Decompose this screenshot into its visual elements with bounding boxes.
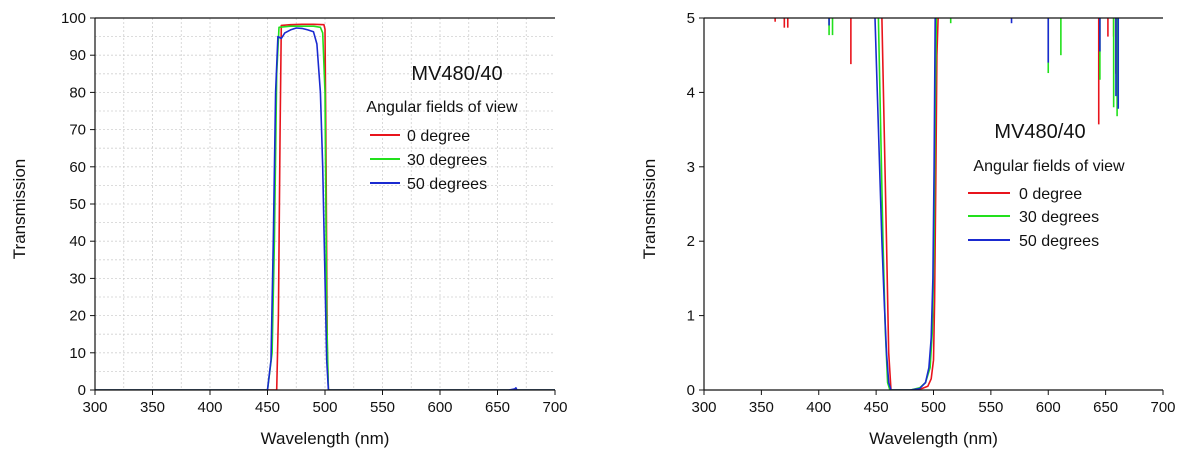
x-axis-title: Wavelength (nm) [261, 429, 390, 448]
x-axis-title: Wavelength (nm) [869, 429, 998, 448]
y-tick-label: 10 [69, 345, 86, 362]
annotation-subtitle: Angular fields of view [366, 99, 518, 116]
series-line-50-degrees [874, 18, 936, 390]
x-tick-label: 500 [921, 399, 946, 416]
x-tick-label: 700 [1150, 399, 1175, 416]
legend-label: 30 degrees [1019, 209, 1099, 226]
x-tick-label: 350 [749, 399, 774, 416]
x-tick-label: 600 [427, 399, 452, 416]
y-tick-label: 0 [687, 382, 695, 399]
y-tick-label: 2 [687, 233, 695, 250]
legend-label: 0 degree [1019, 186, 1082, 203]
x-tick-label: 550 [978, 399, 1003, 416]
legend: 0 degree 30 degrees 50 degrees [968, 186, 1099, 250]
legend-label: 50 degrees [1019, 233, 1099, 250]
series-line-30-degrees [877, 18, 938, 390]
legend: 0 degree 30 degrees 50 degrees [370, 128, 487, 193]
y-tick-label: 50 [69, 196, 86, 213]
series-line-0-degree [881, 18, 939, 390]
x-tick-label: 300 [82, 399, 107, 416]
x-tick-label: 650 [1093, 399, 1118, 416]
series-group [774, 18, 1120, 390]
legend-label: 30 degrees [407, 152, 487, 169]
y-tick-label: 4 [687, 84, 695, 101]
x-tick-label: 450 [864, 399, 889, 416]
legend-label: 50 degrees [407, 176, 487, 193]
chart-left: 300 350 400 450 500 550 600 650 700 0 10 20 30 40 50 60… [10, 10, 568, 448]
axes: 300 350 400 450 500 550 600 650 700 0 1 2 3 4 5 [687, 10, 1176, 416]
annotation-title: MV480/40 [411, 63, 502, 85]
x-tick-label: 500 [312, 399, 337, 416]
y-tick-label: 100 [61, 10, 86, 27]
axes: 300 350 400 450 500 550 600 650 700 0 10 20 30 40 50 60… [61, 10, 568, 416]
y-axis-title: Transmission [10, 159, 29, 259]
annotation-subtitle: Angular fields of view [973, 158, 1125, 175]
legend-label: 0 degree [407, 128, 470, 145]
y-tick-label: 20 [69, 308, 86, 325]
y-tick-label: 0 [78, 382, 86, 399]
x-tick-label: 400 [197, 399, 222, 416]
x-tick-label: 700 [542, 399, 567, 416]
y-tick-label: 5 [687, 10, 695, 27]
y-tick-label: 90 [69, 47, 86, 64]
y-tick-label: 40 [69, 233, 86, 250]
y-tick-label: 80 [69, 84, 86, 101]
annotation-title: MV480/40 [994, 121, 1085, 143]
x-tick-label: 350 [140, 399, 165, 416]
series-line-30-degrees [95, 25, 555, 390]
y-tick-label: 1 [687, 308, 695, 325]
x-tick-label: 650 [485, 399, 510, 416]
x-tick-label: 600 [1036, 399, 1061, 416]
chart-right: 300 350 400 450 500 550 600 650 700 0 1 2 3 4 5 Wavelen… [640, 10, 1176, 448]
x-tick-label: 550 [370, 399, 395, 416]
y-tick-label: 30 [69, 270, 86, 287]
y-tick-label: 3 [687, 159, 695, 176]
y-axis-title: Transmission [640, 159, 659, 259]
y-tick-label: 60 [69, 159, 86, 176]
x-tick-label: 450 [255, 399, 280, 416]
x-tick-label: 400 [806, 399, 831, 416]
x-tick-label: 300 [691, 399, 716, 416]
y-tick-label: 70 [69, 122, 86, 139]
